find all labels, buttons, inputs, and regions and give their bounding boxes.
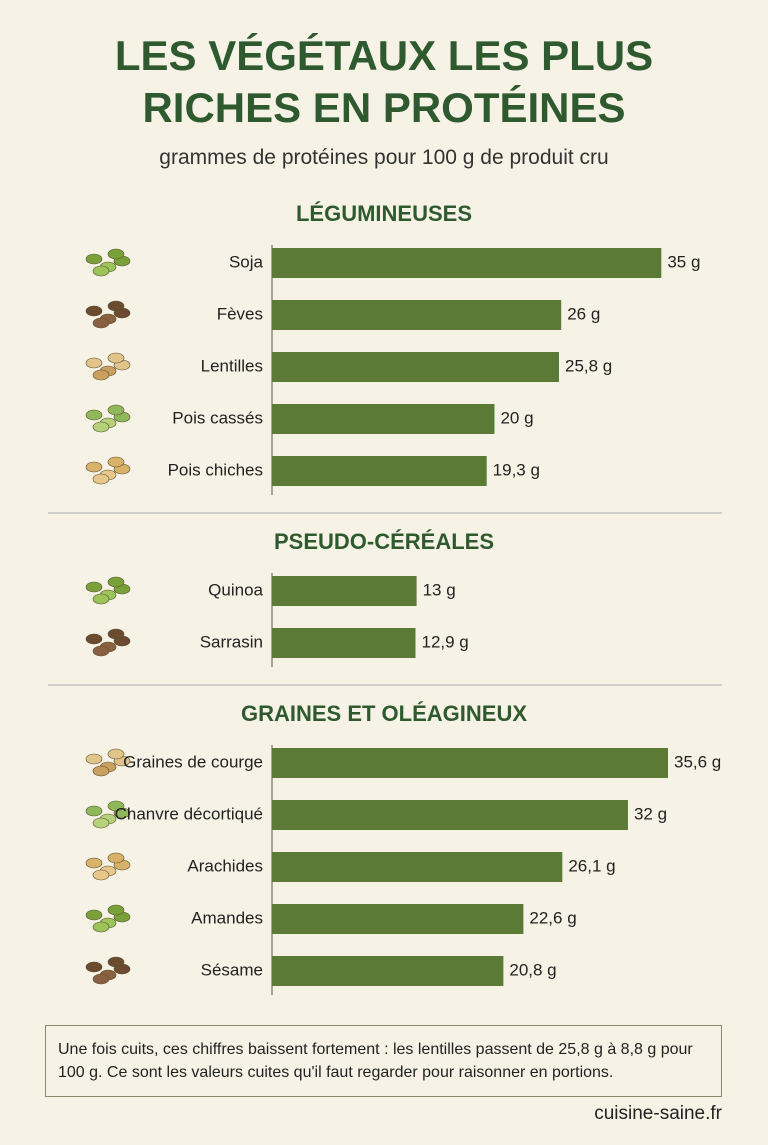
section-title: GRAINES ET OLÉAGINEUX — [241, 701, 527, 726]
section-title: PSEUDO-CÉRÉALES — [274, 529, 494, 554]
bar — [272, 248, 662, 278]
category-label: Quinoa — [208, 580, 263, 599]
icon — [92, 921, 110, 933]
category-label: Sarrasin — [200, 632, 263, 651]
value-label: 20 g — [500, 408, 533, 427]
icon — [85, 357, 103, 369]
category-label: Chanvre décortiqué — [115, 804, 263, 823]
bar — [272, 904, 524, 934]
value-label: 26 g — [567, 304, 600, 323]
bar — [272, 956, 504, 986]
value-label: 12,9 g — [421, 632, 468, 651]
icon — [107, 248, 125, 260]
icon — [85, 305, 103, 317]
icon — [107, 800, 125, 812]
icon — [85, 961, 103, 973]
icon — [107, 748, 125, 760]
bar — [272, 800, 628, 830]
icon — [107, 628, 125, 640]
icon — [107, 352, 125, 364]
source: cuisine-saine.fr — [594, 1103, 722, 1124]
bar — [272, 628, 416, 658]
icon — [85, 409, 103, 421]
category-label: Graines de courge — [123, 752, 263, 771]
value-label: 32 g — [634, 804, 667, 823]
icon — [92, 817, 110, 829]
category-label: Fèves — [217, 304, 263, 323]
icon — [107, 300, 125, 312]
bar — [272, 300, 562, 330]
category-label: Sésame — [201, 960, 263, 979]
bar — [272, 404, 495, 434]
bar — [272, 748, 668, 778]
category-label: Arachides — [187, 856, 263, 875]
bar — [272, 576, 417, 606]
icon — [92, 265, 110, 277]
icon — [85, 909, 103, 921]
icon — [92, 593, 110, 605]
bar — [272, 852, 563, 882]
icon — [85, 581, 103, 593]
value-label: 22,6 g — [529, 908, 576, 927]
icon — [92, 369, 110, 381]
value-label: 20,8 g — [509, 960, 556, 979]
icon — [92, 317, 110, 329]
value-label: 25,8 g — [565, 356, 612, 375]
icon — [85, 253, 103, 265]
category-label: Amandes — [191, 908, 263, 927]
category-label: Lentilles — [201, 356, 263, 375]
icon — [107, 904, 125, 916]
category-label: Pois cassés — [172, 408, 263, 427]
icon — [92, 869, 110, 881]
value-label: 35,6 g — [674, 752, 721, 771]
icon — [92, 421, 110, 433]
value-label: 26,1 g — [568, 856, 615, 875]
category-label: Soja — [229, 252, 264, 271]
note: Une fois cuits, ces chiffres baissent fo… — [45, 1025, 722, 1097]
category-label: Pois chiches — [168, 460, 263, 479]
bar — [272, 456, 487, 486]
icon — [107, 456, 125, 468]
chart: LÉGUMINEUSES Soja 35 g Fèves 26 g Lentilles 25… — [48, 201, 722, 995]
value-label: 19,3 g — [493, 460, 540, 479]
icon — [92, 765, 110, 777]
icon — [85, 633, 103, 645]
value-label: 13 g — [423, 580, 456, 599]
section-title: LÉGUMINEUSES — [296, 201, 472, 226]
bar — [272, 352, 559, 382]
icon — [85, 461, 103, 473]
subtitle: grammes de protéines pour 100 g de produ… — [159, 146, 609, 169]
icon — [92, 645, 110, 657]
icon — [107, 576, 125, 588]
icon — [85, 857, 103, 869]
icon — [92, 973, 110, 985]
value-label: 35 g — [667, 252, 700, 271]
title: LES VÉGÉTAUX LES PLUS RICHES EN PROTÉINE… — [114, 32, 654, 131]
icon — [85, 805, 103, 817]
icon — [107, 404, 125, 416]
icon — [107, 956, 125, 968]
icon — [107, 852, 125, 864]
icon — [92, 473, 110, 485]
icon — [85, 753, 103, 765]
